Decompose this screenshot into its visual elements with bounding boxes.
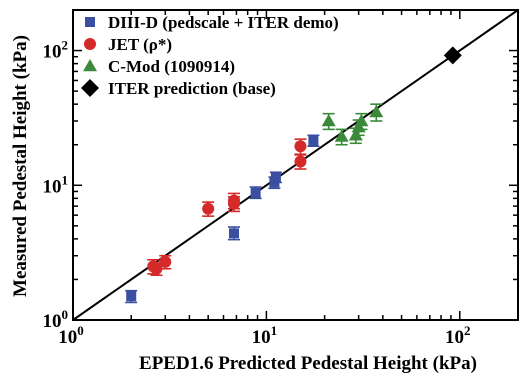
- legend-marker: [85, 17, 95, 27]
- y-tick-label: 102: [43, 38, 69, 63]
- series-triangle: [321, 103, 384, 146]
- x-tick-label: 101: [252, 323, 278, 348]
- legend-label: ITER prediction (base): [108, 79, 276, 98]
- plot-frame-group: [72, 9, 519, 321]
- data-point: [354, 113, 369, 127]
- data-point: [250, 187, 261, 198]
- legend-label: DIII-D (pedscale + ITER demo): [108, 13, 339, 32]
- x-axis-title: EPED1.6 Predicted Pedestal Height (kPa): [139, 353, 477, 374]
- data-points-group: [125, 46, 462, 304]
- legend-marker: [83, 59, 97, 72]
- data-point: [294, 140, 307, 153]
- legend-label: C-Mod (1090914): [108, 57, 235, 76]
- data-point: [443, 46, 462, 65]
- data-point: [229, 228, 240, 239]
- y-tick-label: 101: [43, 172, 69, 197]
- x-tick-label: 102: [445, 323, 471, 348]
- data-point: [321, 113, 336, 127]
- legend-marker: [84, 38, 96, 50]
- data-point: [159, 255, 172, 268]
- data-point: [334, 129, 349, 142]
- identity-line: [72, 9, 519, 321]
- data-point: [202, 202, 215, 215]
- axis-ticks-group: 100 101 102 100 101 102: [43, 9, 519, 348]
- data-point: [294, 155, 307, 168]
- data-point: [308, 135, 319, 146]
- data-point: [150, 262, 163, 275]
- data-point: [369, 104, 384, 118]
- y-tick-label: 100: [43, 307, 69, 332]
- series-square: [125, 134, 320, 304]
- reference-line-group: [72, 9, 519, 321]
- data-point: [348, 128, 363, 141]
- series-circle: [147, 138, 307, 277]
- data-point: [228, 194, 241, 207]
- y-axis-title: Measured Pedestal Height (kPa): [10, 35, 31, 297]
- legend-label: JET (ρ*): [108, 35, 172, 54]
- legend-marker: [81, 79, 99, 97]
- x-tick-label: 100: [58, 323, 84, 348]
- data-point: [126, 291, 137, 302]
- legend: DIII-D (pedscale + ITER demo) JET (ρ*) C-M…: [81, 13, 339, 98]
- plot-frame: [72, 9, 519, 321]
- series-diamond: [443, 46, 462, 65]
- data-point: [270, 172, 281, 183]
